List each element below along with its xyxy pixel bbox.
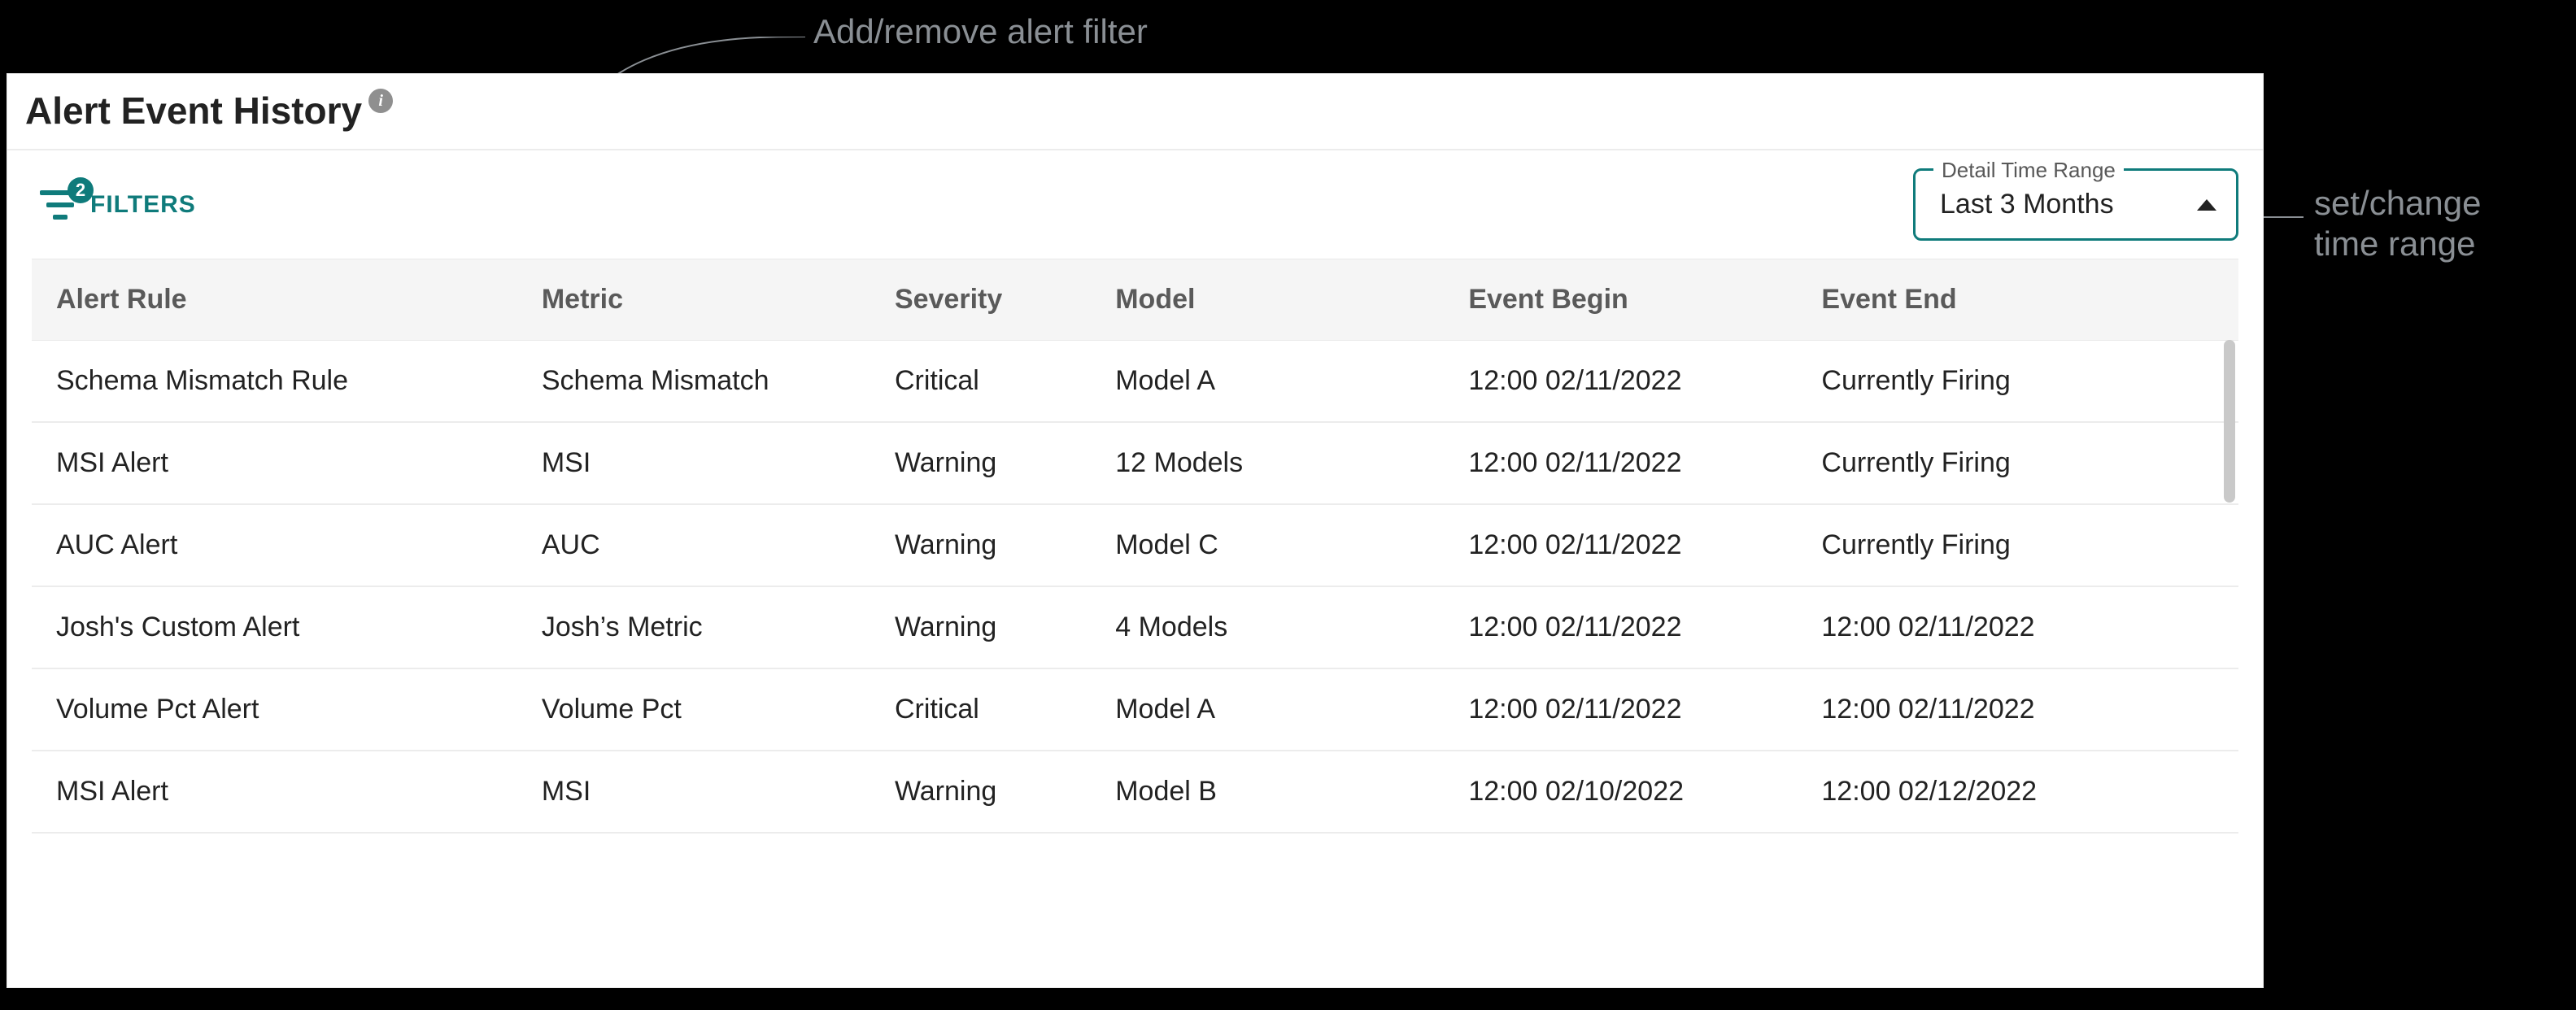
table-cell: Josh’s Metric bbox=[517, 586, 870, 668]
alert-table: Alert Rule Metric Severity Model Event B… bbox=[32, 259, 2238, 834]
filters-label: FILTERS bbox=[90, 191, 196, 219]
table-row[interactable]: Schema Mismatch RuleSchema MismatchCriti… bbox=[32, 341, 2238, 423]
table-cell: 12:00 02/11/2022 bbox=[1797, 668, 2238, 751]
table-cell: Model B bbox=[1091, 751, 1444, 833]
table-cell: 12 Models bbox=[1091, 422, 1444, 504]
annotation-right-line2: time range bbox=[2314, 224, 2475, 263]
table-row[interactable]: Josh's Custom AlertJosh’s MetricWarning4… bbox=[32, 586, 2238, 668]
table-cell: 12:00 02/11/2022 bbox=[1444, 668, 1797, 751]
table-cell: 12:00 02/11/2022 bbox=[1444, 341, 1797, 423]
time-range-select[interactable]: Detail Time Range Last 3 Months bbox=[1913, 168, 2238, 241]
time-range-value: Last 3 Months bbox=[1940, 189, 2179, 220]
table-cell: 12:00 02/10/2022 bbox=[1444, 751, 1797, 833]
table-cell: Volume Pct Alert bbox=[32, 668, 517, 751]
col-header-severity[interactable]: Severity bbox=[870, 259, 1091, 341]
table-cell: 12:00 02/11/2022 bbox=[1797, 586, 2238, 668]
filter-icon: 2 bbox=[40, 190, 81, 220]
table-cell: Model C bbox=[1091, 504, 1444, 586]
table-cell: Warning bbox=[870, 422, 1091, 504]
table-cell: Warning bbox=[870, 504, 1091, 586]
table-cell: Currently Firing bbox=[1797, 422, 2238, 504]
table-cell: Josh's Custom Alert bbox=[32, 586, 517, 668]
table-cell: MSI Alert bbox=[32, 751, 517, 833]
vertical-scrollbar[interactable] bbox=[2224, 340, 2235, 503]
table-cell: MSI Alert bbox=[32, 422, 517, 504]
table-cell: 12:00 02/11/2022 bbox=[1444, 586, 1797, 668]
col-header-metric[interactable]: Metric bbox=[517, 259, 870, 341]
alert-history-panel: Alert Event History i 2 FILTERS Detail T… bbox=[7, 73, 2264, 988]
alert-table-container: Alert Rule Metric Severity Model Event B… bbox=[32, 259, 2238, 834]
caret-up-icon bbox=[2197, 199, 2216, 211]
table-cell: Model A bbox=[1091, 341, 1444, 423]
col-header-event-begin[interactable]: Event Begin bbox=[1444, 259, 1797, 341]
filters-count-badge: 2 bbox=[68, 177, 94, 203]
table-cell: Volume Pct bbox=[517, 668, 870, 751]
table-cell: Critical bbox=[870, 668, 1091, 751]
annotation-top: Add/remove alert filter bbox=[813, 12, 1148, 51]
table-cell: Model A bbox=[1091, 668, 1444, 751]
col-header-alert-rule[interactable]: Alert Rule bbox=[32, 259, 517, 341]
table-cell: AUC Alert bbox=[32, 504, 517, 586]
table-cell: 12:00 02/12/2022 bbox=[1797, 751, 2238, 833]
table-cell: MSI bbox=[517, 422, 870, 504]
info-icon[interactable]: i bbox=[368, 89, 393, 113]
annotation-right: set/change time range bbox=[2314, 183, 2482, 265]
filters-button[interactable]: 2 FILTERS bbox=[40, 190, 196, 220]
table-row[interactable]: AUC AlertAUCWarningModel C12:00 02/11/20… bbox=[32, 504, 2238, 586]
table-cell: Critical bbox=[870, 341, 1091, 423]
table-header-row: Alert Rule Metric Severity Model Event B… bbox=[32, 259, 2238, 341]
panel-header: Alert Event History i bbox=[7, 74, 2263, 150]
table-cell: Warning bbox=[870, 751, 1091, 833]
table-row[interactable]: MSI AlertMSIWarningModel B12:00 02/10/20… bbox=[32, 751, 2238, 833]
table-cell: MSI bbox=[517, 751, 870, 833]
toolbar: 2 FILTERS Detail Time Range Last 3 Month… bbox=[7, 150, 2263, 259]
table-cell: Schema Mismatch Rule bbox=[32, 341, 517, 423]
page-title: Alert Event History bbox=[25, 89, 362, 133]
table-cell: 4 Models bbox=[1091, 586, 1444, 668]
time-range-legend: Detail Time Range bbox=[1933, 158, 2124, 183]
table-cell: Currently Firing bbox=[1797, 504, 2238, 586]
table-cell: Currently Firing bbox=[1797, 341, 2238, 423]
table-cell: AUC bbox=[517, 504, 870, 586]
table-row[interactable]: Volume Pct AlertVolume PctCriticalModel … bbox=[32, 668, 2238, 751]
table-cell: Warning bbox=[870, 586, 1091, 668]
table-cell: Schema Mismatch bbox=[517, 341, 870, 423]
table-row[interactable]: MSI AlertMSIWarning12 Models12:00 02/11/… bbox=[32, 422, 2238, 504]
table-cell: 12:00 02/11/2022 bbox=[1444, 422, 1797, 504]
col-header-model[interactable]: Model bbox=[1091, 259, 1444, 341]
annotation-right-line1: set/change bbox=[2314, 184, 2482, 222]
table-cell: 12:00 02/11/2022 bbox=[1444, 504, 1797, 586]
col-header-event-end[interactable]: Event End bbox=[1797, 259, 2238, 341]
